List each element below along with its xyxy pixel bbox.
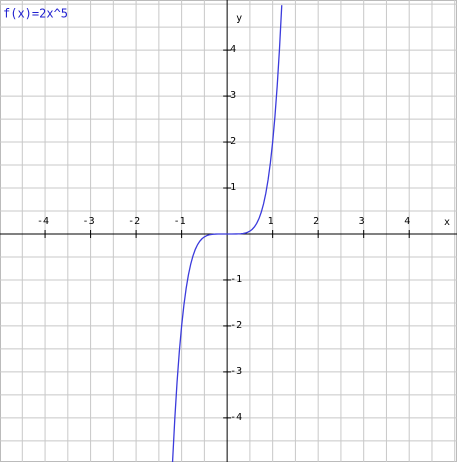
x-tick-label: 1 bbox=[268, 216, 274, 227]
x-tick-label: -2 bbox=[128, 216, 140, 227]
y-axis-label: y bbox=[236, 13, 242, 24]
y-tick-label: -4 bbox=[230, 412, 242, 423]
function-curve bbox=[171, 5, 283, 462]
x-tick-label: 4 bbox=[404, 216, 410, 227]
y-tick-label: 2 bbox=[230, 136, 236, 147]
y-tick-label: 1 bbox=[230, 182, 236, 193]
y-tick-label: -3 bbox=[230, 366, 242, 377]
x-tick-label: 2 bbox=[313, 216, 319, 227]
x-tick-label: -1 bbox=[174, 216, 186, 227]
x-tick-label: -4 bbox=[37, 216, 49, 227]
x-tick-label: 3 bbox=[359, 216, 365, 227]
x-tick-label: -3 bbox=[83, 216, 95, 227]
y-tick-label: 3 bbox=[230, 90, 236, 101]
y-tick-label: 4 bbox=[230, 44, 236, 55]
chart-title: f(x)=2x^5 bbox=[3, 7, 68, 21]
x-axis-label: x bbox=[444, 217, 450, 228]
y-tick-label: -2 bbox=[230, 320, 242, 331]
y-tick-label: -1 bbox=[230, 274, 242, 285]
